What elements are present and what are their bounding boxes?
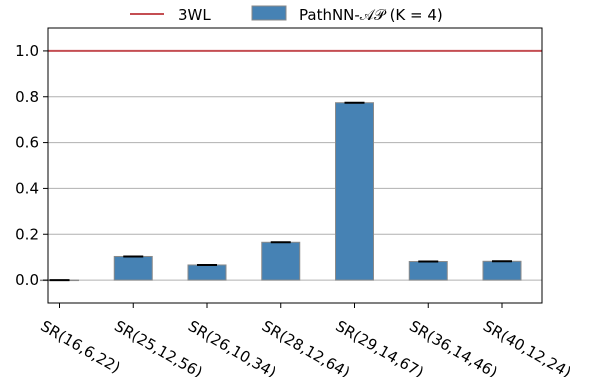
y-tick-label: 0.6 <box>15 134 39 152</box>
bar <box>408 261 448 281</box>
legend-pathnn-label: PathNN-𝒜𝒫 (K = 4) <box>299 6 443 24</box>
plot-frame <box>47 27 543 304</box>
bar <box>482 260 522 281</box>
bars <box>40 102 522 282</box>
bar <box>113 255 153 281</box>
y-tick-label: 0.8 <box>15 88 39 106</box>
x-axis: SR(16,6,22)SR(25,12,56)SR(26,10,34)SR(28… <box>38 303 574 377</box>
y-tick-label: 0.2 <box>15 225 39 243</box>
bar <box>187 264 227 281</box>
bar <box>261 241 301 281</box>
x-tick-label: SR(16,6,22) <box>38 317 124 377</box>
legend-pathnn-swatch <box>251 5 287 21</box>
legend: 3WL PathNN-𝒜𝒫 (K = 4) <box>130 5 443 24</box>
legend-3wl-label: 3WL <box>178 6 211 24</box>
y-tick-label: 0.0 <box>15 271 39 289</box>
error-bars <box>49 101 512 282</box>
y-tick-label: 0.4 <box>15 179 39 197</box>
bar <box>335 102 374 281</box>
y-axis: 0.0 0.2 0.4 0.6 0.8 1.0 <box>15 42 48 289</box>
y-tick-label: 1.0 <box>15 42 39 60</box>
